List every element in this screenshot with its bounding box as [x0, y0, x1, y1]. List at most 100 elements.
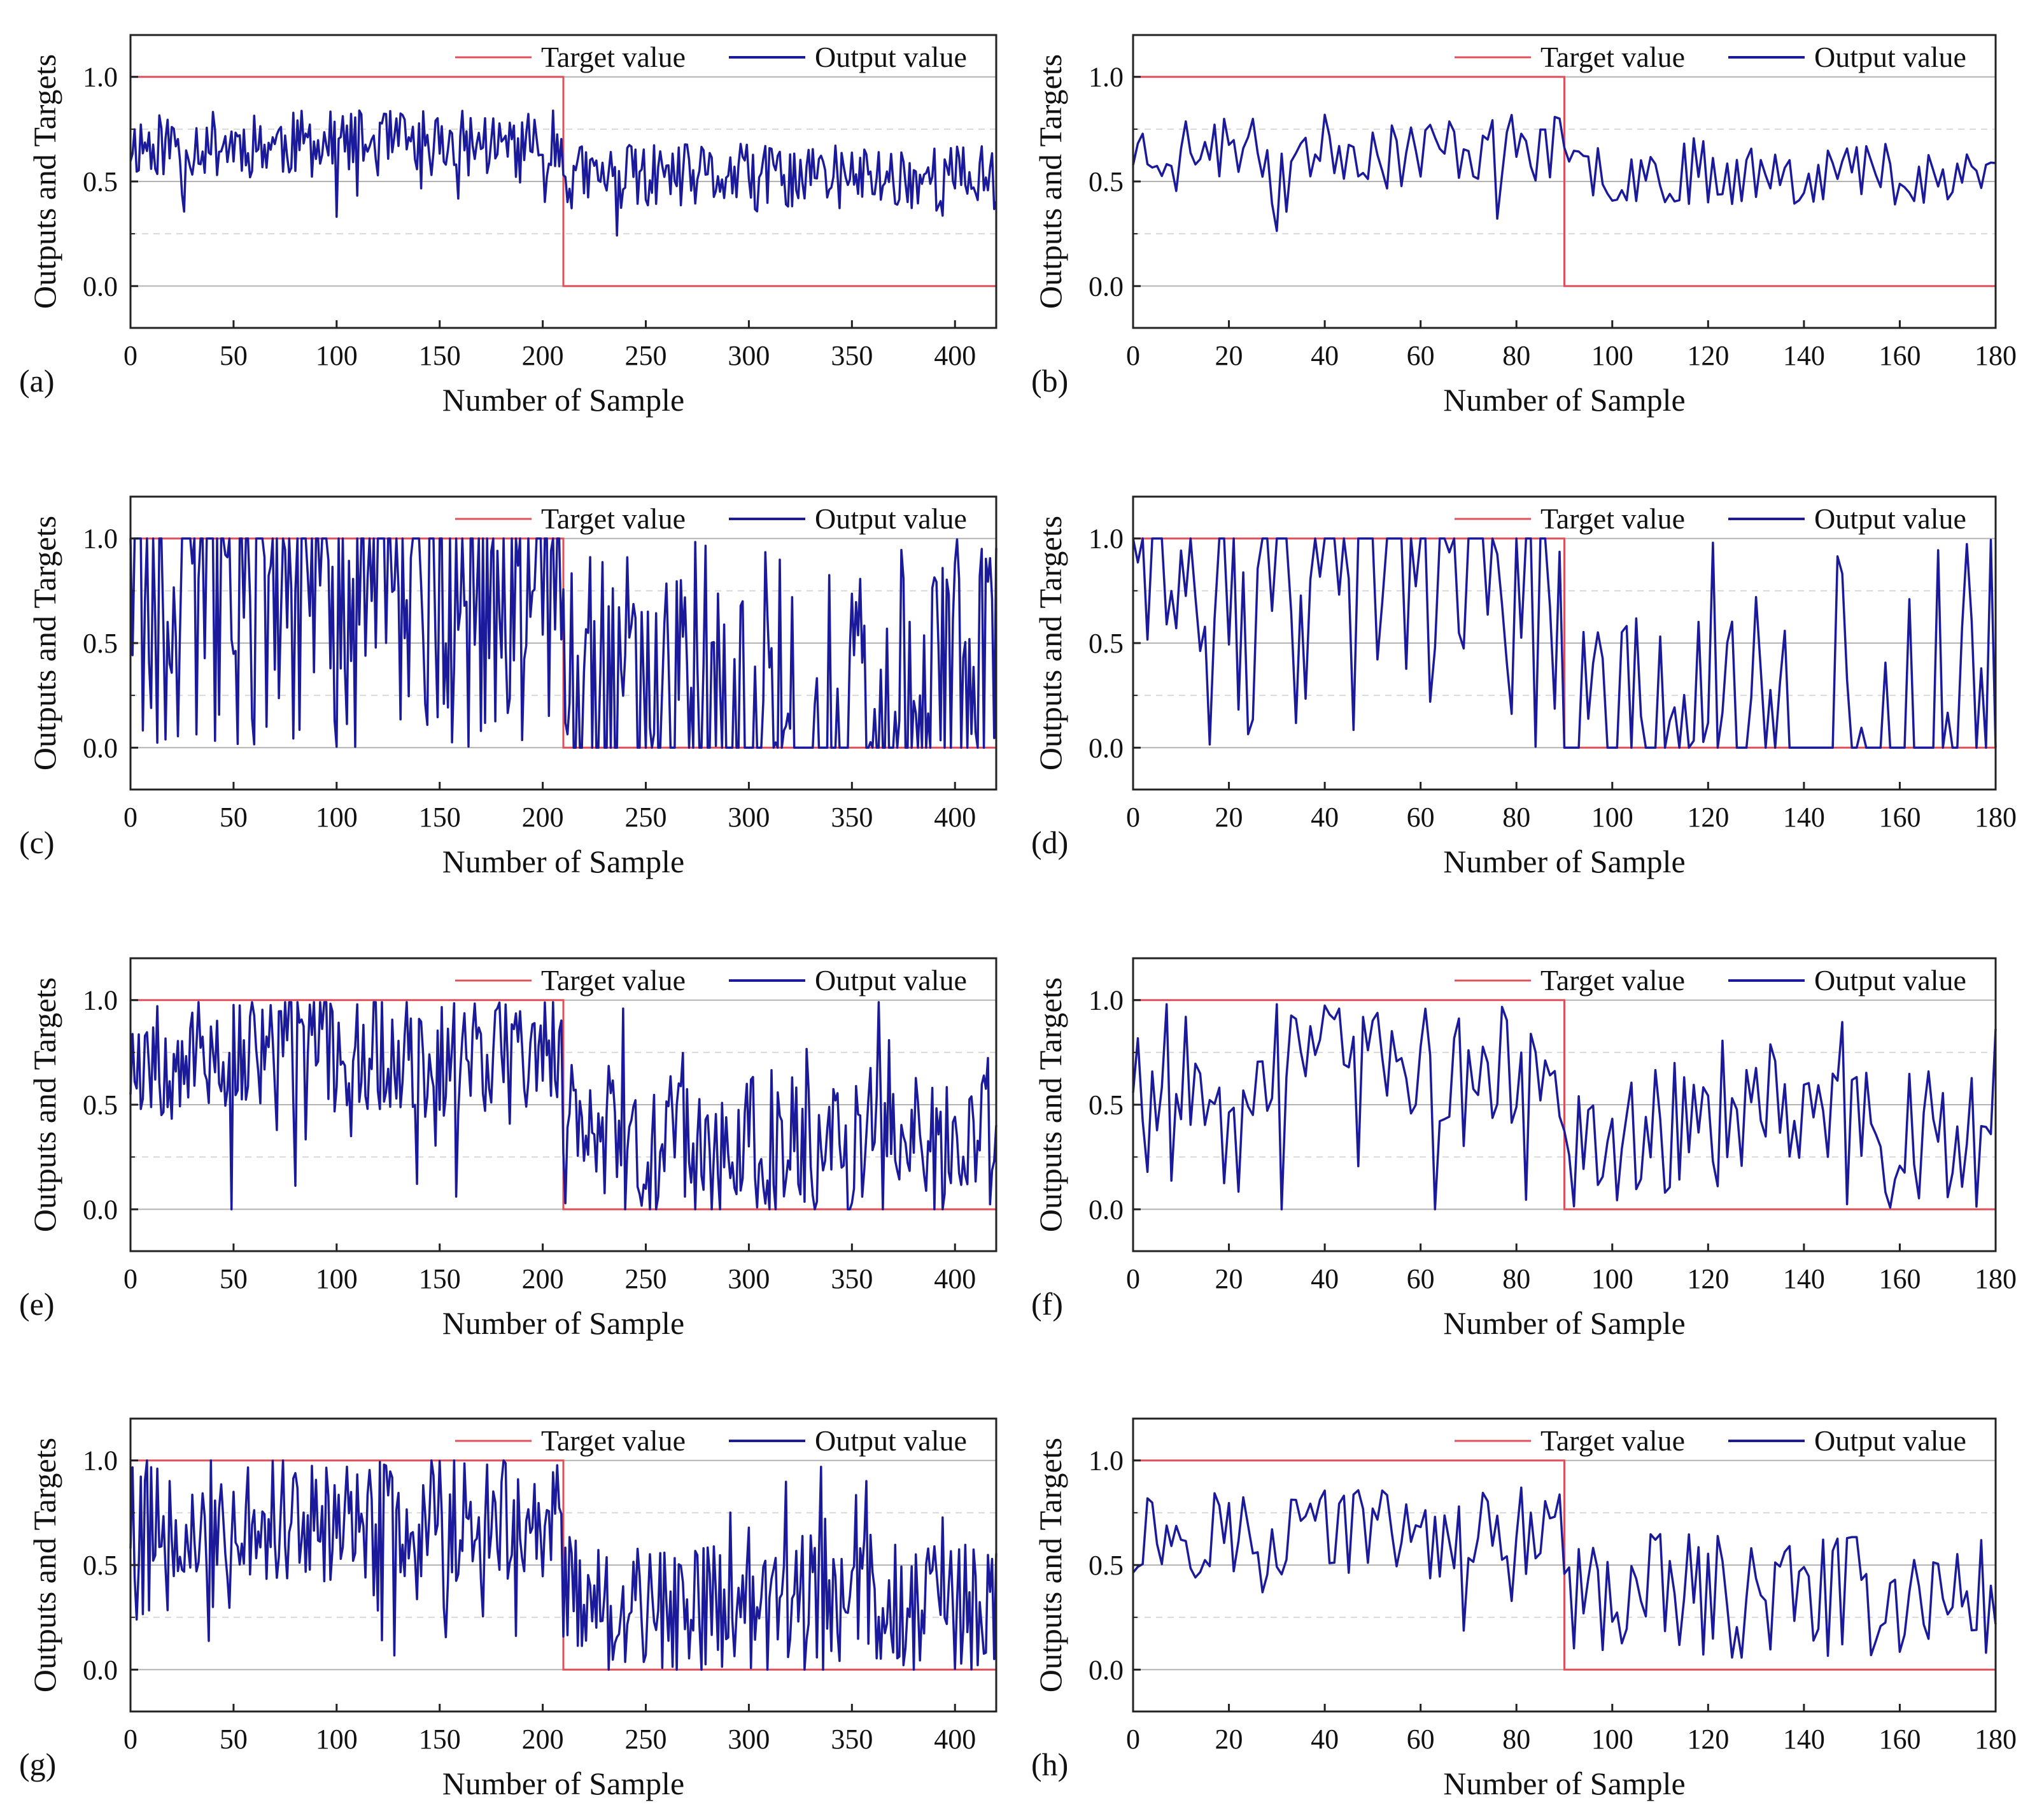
x-tick-label: 180	[1975, 1724, 2017, 1755]
output-value-line	[1132, 1003, 1997, 1211]
x-tick-label: 100	[1591, 1263, 1633, 1294]
chart-panel-h: 0.0 0.5 1.0 0 20 40 60 80 100 120 140 160 180 Number …	[1031, 1417, 2017, 1801]
x-tick-label: 80	[1502, 1263, 1530, 1294]
y-tick-label: 1.0	[83, 985, 118, 1016]
x-tick-label: 100	[316, 1263, 358, 1294]
y-tick-label: 0.0	[1089, 1194, 1124, 1225]
x-tick-label: 0	[123, 802, 137, 833]
panel-label: (c)	[19, 825, 55, 860]
x-tick-label: 400	[934, 1724, 976, 1755]
x-axis-title: Number of Sample	[1443, 1766, 1685, 1801]
legend-output-label: Output value	[1814, 1424, 1966, 1457]
x-tick-label: 120	[1687, 802, 1729, 833]
x-tick-label: 250	[625, 340, 667, 371]
x-tick-label: 150	[419, 1724, 461, 1755]
y-tick-label: 0.0	[1089, 271, 1124, 302]
y-tick-label: 0.5	[83, 628, 118, 659]
x-tick-label: 180	[1975, 1263, 2017, 1294]
output-value-line	[1132, 1486, 1997, 1659]
target-value-line	[130, 76, 996, 287]
legend-output-label: Output value	[815, 964, 967, 996]
chart-panel-b: 0.0 0.5 1.0 0 20 40 60 80 100 120 140 160 180 Number …	[1031, 34, 2017, 418]
legend-target-label: Target value	[541, 1424, 686, 1457]
legend-output-label: Output value	[1814, 502, 1966, 535]
y-axis-title: Outputs and Targets	[1033, 54, 1068, 309]
x-tick-label: 100	[316, 340, 358, 371]
x-tick-label: 80	[1502, 802, 1530, 833]
output-value-line	[1132, 113, 1996, 232]
x-tick-label: 150	[419, 802, 461, 833]
output-value-line	[129, 537, 997, 749]
x-tick-label: 180	[1975, 802, 2017, 833]
x-tick-label: 150	[419, 340, 461, 371]
output-value-line	[129, 1459, 997, 1671]
x-tick-label: 100	[1591, 1724, 1633, 1755]
chart-panel-d: 0.0 0.5 1.0 0 20 40 60 80 100 120 140 160 180 Number …	[1031, 495, 2017, 879]
x-tick-label: 250	[625, 1263, 667, 1294]
legend-target-label: Target value	[1540, 502, 1685, 535]
y-axis-title: Outputs and Targets	[27, 54, 62, 309]
x-tick-label: 50	[220, 340, 248, 371]
x-tick-label: 120	[1687, 1724, 1729, 1755]
y-tick-label: 0.5	[1089, 166, 1124, 197]
x-tick-label: 0	[123, 1263, 137, 1294]
x-tick-label: 250	[625, 1724, 667, 1755]
x-tick-label: 160	[1878, 1724, 1921, 1755]
y-tick-label: 1.0	[1089, 523, 1124, 555]
x-tick-label: 350	[831, 340, 873, 371]
chart-panel-e: 0.0 0.5 1.0 0 50 100 150 200 250 300 350 400 Number …	[19, 957, 997, 1341]
panel-label: (g)	[19, 1747, 56, 1782]
x-tick-label: 100	[316, 802, 358, 833]
x-tick-label: 0	[1126, 802, 1140, 833]
x-tick-label: 40	[1311, 1724, 1339, 1755]
x-tick-label: 200	[522, 802, 564, 833]
x-tick-label: 0	[1126, 1263, 1140, 1294]
legend-output-label: Output value	[815, 1424, 967, 1457]
x-tick-label: 250	[625, 802, 667, 833]
x-tick-label: 40	[1311, 1263, 1339, 1294]
legend-output-label: Output value	[815, 502, 967, 535]
chart-panel-a: 0.0 0.5 1.0 0 50 100 150 200 250 300 350 400 Number …	[19, 34, 997, 418]
x-tick-label: 200	[522, 340, 564, 371]
y-tick-label: 0.5	[1089, 1550, 1124, 1581]
x-tick-label: 60	[1407, 802, 1435, 833]
x-tick-label: 40	[1311, 340, 1339, 371]
y-tick-label: 1.0	[1089, 1445, 1124, 1477]
y-tick-label: 1.0	[83, 62, 118, 93]
y-tick-label: 0.0	[83, 1194, 118, 1225]
y-tick-label: 0.0	[1089, 1654, 1124, 1685]
panel-label: (a)	[19, 363, 55, 399]
x-tick-label: 140	[1783, 802, 1825, 833]
output-value-line	[129, 1001, 997, 1211]
x-tick-label: 120	[1687, 340, 1729, 371]
y-tick-label: 0.0	[83, 1654, 118, 1685]
x-tick-label: 100	[1591, 802, 1633, 833]
x-axis-title: Number of Sample	[1443, 844, 1685, 879]
x-tick-label: 300	[728, 1263, 770, 1294]
x-tick-label: 50	[220, 1724, 248, 1755]
x-tick-label: 140	[1783, 1263, 1825, 1294]
x-tick-label: 0	[123, 1724, 137, 1755]
target-value-line	[130, 1459, 996, 1671]
x-tick-label: 40	[1311, 802, 1339, 833]
x-tick-label: 160	[1878, 1263, 1921, 1294]
x-tick-label: 20	[1215, 1724, 1243, 1755]
x-tick-label: 0	[1126, 1724, 1140, 1755]
x-tick-label: 300	[728, 340, 770, 371]
y-tick-label: 0.5	[1089, 1089, 1124, 1121]
chart-panel-g: 0.0 0.5 1.0 0 50 100 150 200 250 300 350 400 Number …	[19, 1417, 997, 1801]
y-tick-label: 1.0	[83, 1445, 118, 1477]
legend-target-label: Target value	[1540, 41, 1685, 73]
legend-target-label: Target value	[541, 41, 686, 73]
target-value-line	[1133, 999, 1996, 1210]
legend-target-label: Target value	[1540, 1424, 1685, 1457]
y-tick-label: 0.0	[83, 271, 118, 302]
y-tick-label: 0.5	[83, 1089, 118, 1121]
x-tick-label: 150	[419, 1263, 461, 1294]
x-axis-title: Number of Sample	[442, 844, 684, 879]
output-value-line	[1132, 537, 1997, 749]
x-tick-label: 50	[220, 802, 248, 833]
x-tick-label: 160	[1878, 802, 1921, 833]
x-tick-label: 400	[934, 340, 976, 371]
